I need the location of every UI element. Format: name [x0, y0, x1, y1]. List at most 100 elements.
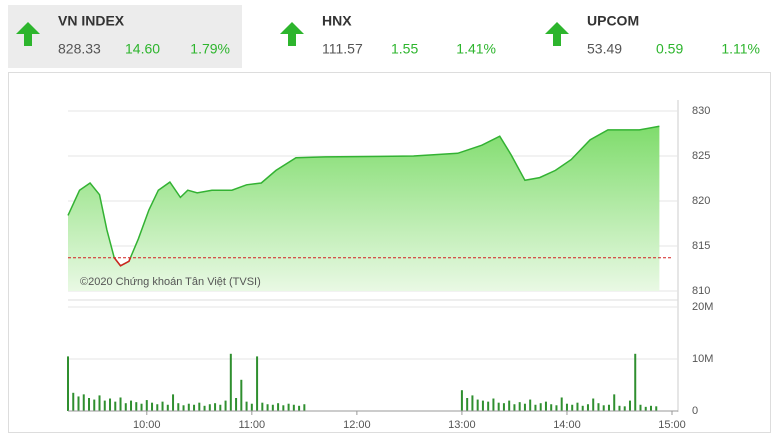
index-value: 111.57 — [322, 41, 363, 57]
volume-bar — [555, 405, 558, 411]
volume-bar — [298, 405, 301, 411]
volume-bar — [539, 403, 542, 411]
volume-bar — [135, 402, 138, 411]
volume-bar — [639, 404, 642, 411]
index-percent: 1.41% — [456, 41, 496, 57]
index-tab[interactable]: HNX 111.57 1.55 1.41% — [280, 13, 496, 57]
volume-bar — [161, 401, 164, 411]
volume-bar — [571, 404, 574, 411]
volume-bar — [618, 405, 621, 411]
up-arrow — [545, 22, 569, 46]
volume-bar — [203, 405, 206, 411]
volume-bar — [287, 403, 290, 411]
volume-bar — [140, 403, 143, 411]
volume-bar — [266, 404, 269, 411]
index-change: 0.59 — [656, 41, 683, 57]
x-tick-label: 10:00 — [133, 419, 161, 431]
volume-bar — [466, 398, 469, 411]
volume-bar — [177, 403, 180, 411]
volume-bar — [607, 404, 610, 411]
volume-bar — [219, 404, 222, 411]
volume-bar — [240, 379, 243, 411]
volume-bar — [292, 404, 295, 411]
volume-bar — [508, 400, 511, 411]
volume-bar — [644, 406, 647, 411]
volume-bar — [560, 397, 563, 411]
area — [68, 126, 660, 291]
volume-bar — [98, 395, 101, 411]
volume-bar — [502, 403, 505, 411]
volume-bar — [109, 398, 112, 411]
y-tick-label: 825 — [692, 150, 710, 162]
volume-bar — [534, 404, 537, 411]
index-name: UPCOM — [587, 13, 639, 29]
y-tick-label: 10M — [692, 353, 713, 365]
volume-bar — [182, 405, 185, 411]
volume-bar — [119, 397, 122, 411]
volume-bar — [77, 396, 80, 411]
volume-bar — [72, 392, 75, 411]
volume-bar — [235, 398, 238, 411]
volume-bar — [82, 394, 85, 411]
volume-bar — [193, 404, 196, 411]
volume-bar — [145, 400, 148, 411]
x-tick-label: 11:00 — [238, 419, 265, 431]
volume-bar — [623, 406, 626, 411]
index-percent: 1.79% — [190, 41, 230, 57]
volume-bar — [166, 404, 169, 411]
volume-bar — [592, 398, 595, 411]
x-tick-label: 12:00 — [343, 419, 371, 431]
volume-bar — [565, 403, 568, 411]
volume-bar — [198, 402, 201, 411]
index-tab[interactable]: UPCOM 53.49 0.59 1.11% — [545, 13, 760, 57]
volume-bar — [88, 398, 91, 411]
volume-bar — [214, 403, 217, 411]
volume-bar — [250, 403, 253, 411]
x-tick-label: 15:00 — [658, 419, 686, 431]
volume-bar — [303, 404, 306, 411]
volume-bar — [550, 404, 553, 411]
volume-bar — [487, 401, 490, 411]
volume-bar — [130, 400, 133, 411]
x-tick-label: 14:00 — [553, 419, 581, 431]
up-arrow — [280, 22, 304, 46]
volume-bar — [523, 403, 526, 411]
y-tick-label: 0 — [692, 405, 698, 417]
volume-bar — [634, 353, 637, 411]
y-tick-label: 830 — [692, 105, 710, 117]
volume-bar — [245, 401, 248, 411]
volume-bar — [256, 356, 259, 411]
volume-bar — [261, 402, 264, 411]
volume-bar — [513, 404, 516, 411]
index-name: VN INDEX — [58, 13, 125, 29]
volume-bar — [497, 402, 500, 411]
chart-frame — [8, 72, 771, 433]
index-change: 1.55 — [391, 41, 418, 57]
volume-bar — [576, 402, 579, 411]
volume-bar — [586, 404, 589, 411]
active-tab[interactable] — [8, 5, 242, 68]
volume-bar — [151, 402, 154, 411]
volume-bar — [471, 395, 474, 411]
volume-bar — [277, 403, 280, 411]
y-tick-label: 820 — [692, 195, 710, 207]
volume-bar — [282, 405, 285, 411]
volume-bar — [492, 398, 495, 411]
volume-bar — [224, 400, 227, 411]
volume-bar — [581, 405, 584, 411]
volume-bar — [602, 405, 605, 411]
volume-bar — [172, 394, 175, 411]
up-arrow — [16, 22, 40, 46]
volume-bar — [187, 403, 190, 411]
volume-bar — [544, 401, 547, 411]
annotation: ©2020 Chứng khoán Tân Việt (TVSI) — [80, 276, 261, 288]
index-name: HNX — [322, 13, 352, 29]
volume-bar — [208, 404, 211, 411]
index-tab[interactable]: VN INDEX 828.33 14.60 1.79% — [16, 13, 230, 57]
volume-bar — [613, 394, 616, 411]
y-tick-label: 815 — [692, 240, 710, 252]
index-percent: 1.11% — [721, 41, 760, 57]
volume-bar — [518, 402, 521, 411]
price-line-below — [113, 257, 132, 267]
